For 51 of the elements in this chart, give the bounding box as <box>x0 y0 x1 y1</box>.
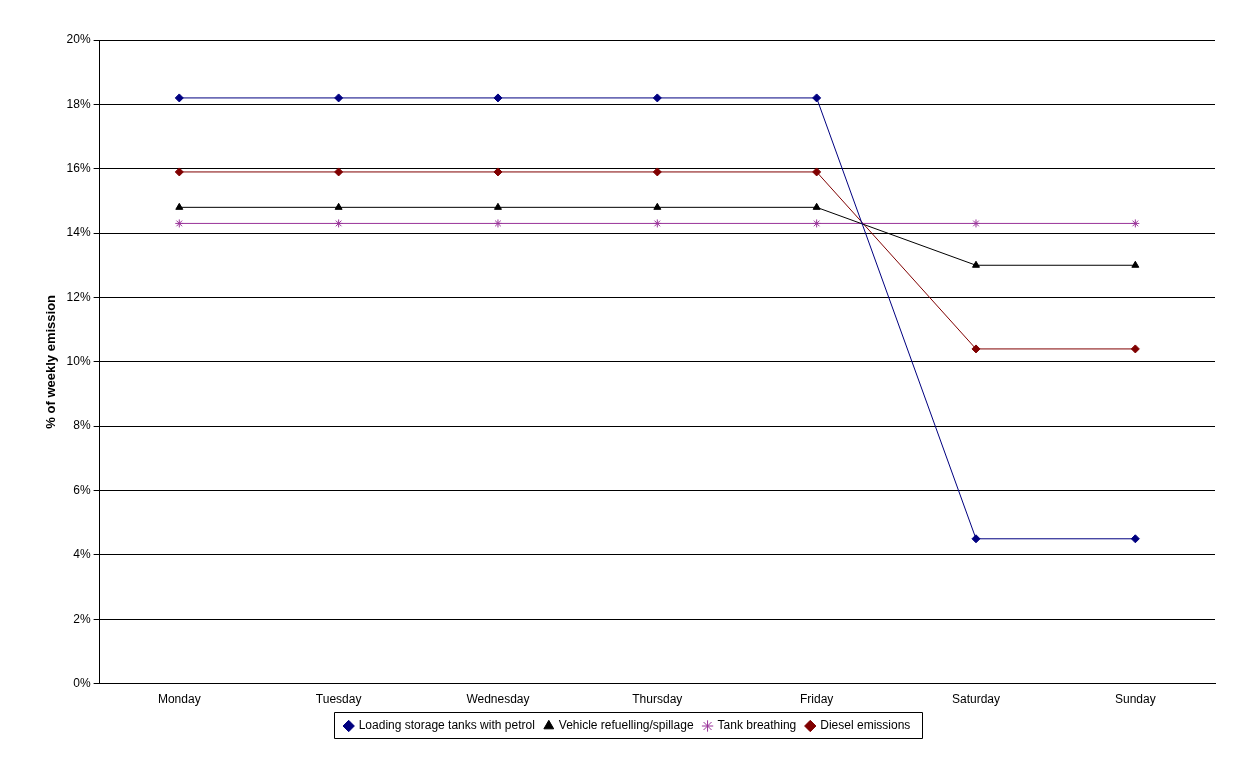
point <box>1130 534 1140 544</box>
y-tick-label: 0% <box>73 675 91 690</box>
y-tick-label: 18% <box>66 96 91 111</box>
point <box>812 93 822 103</box>
y-tick-label: 6% <box>73 482 91 497</box>
y-tick-label: 12% <box>66 289 91 304</box>
legend-label: Tank breathing <box>717 718 797 733</box>
point <box>494 202 502 210</box>
point <box>175 202 184 210</box>
point <box>493 93 503 103</box>
x-tick-label: Tuesday <box>315 692 362 707</box>
point <box>174 167 184 177</box>
y-axis-title: % of weekly emission <box>43 294 59 429</box>
x-tick-label: Sunday <box>1114 692 1156 707</box>
x-tick-label: Thursday <box>632 692 683 707</box>
point <box>1130 218 1140 228</box>
point <box>493 218 503 228</box>
x-tick-label: Monday <box>157 692 201 707</box>
point <box>971 218 981 228</box>
point <box>652 167 662 177</box>
point <box>334 93 344 103</box>
point <box>972 260 980 268</box>
y-tick-label: 16% <box>66 161 91 176</box>
point <box>1130 344 1140 354</box>
y-tick-label: 2% <box>73 611 91 626</box>
point <box>812 167 822 177</box>
point <box>812 218 822 228</box>
point <box>334 218 344 228</box>
point <box>971 534 981 544</box>
y-tick-label: 14% <box>66 225 91 240</box>
point <box>334 167 344 177</box>
x-tick-label: Wednesday <box>466 692 530 707</box>
point <box>653 202 662 210</box>
y-tick-label: 4% <box>73 547 91 562</box>
point <box>652 218 662 228</box>
point <box>652 93 662 103</box>
point <box>174 93 184 103</box>
point <box>493 167 503 177</box>
y-tick-label: 10% <box>66 354 91 369</box>
legend-label: Loading storage tanks with petrol <box>358 718 535 733</box>
point <box>174 218 184 228</box>
point <box>334 202 343 210</box>
y-tick-label: 8% <box>73 418 91 433</box>
x-tick-label: Saturday <box>951 692 1001 707</box>
y-tick-label: 20% <box>66 32 91 47</box>
x-tick-label: Friday <box>799 692 834 707</box>
legend-label: Vehicle refuelling/spillage <box>558 718 694 733</box>
point <box>971 344 981 354</box>
point <box>1131 260 1140 268</box>
legend-label: Diesel emissions <box>820 718 911 733</box>
point <box>812 202 821 210</box>
